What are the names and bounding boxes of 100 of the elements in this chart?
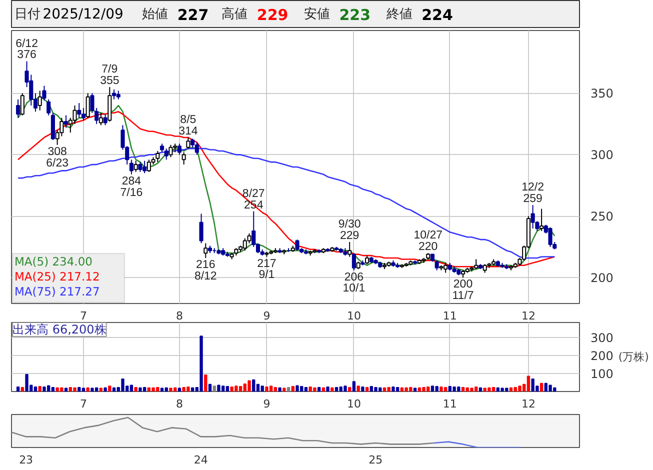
x-tick-label: 10 <box>346 310 361 322</box>
text: 高値 229 <box>222 6 288 24</box>
x-tick-label: 25 <box>368 454 383 466</box>
candlestick <box>86 92 90 118</box>
bar <box>212 386 216 392</box>
x-tick-label: 11 <box>442 310 457 322</box>
bar <box>90 388 94 392</box>
bar <box>526 376 530 392</box>
x-tick-label: 12 <box>521 398 536 410</box>
bar <box>134 387 138 392</box>
bar <box>286 387 290 392</box>
bar <box>322 387 326 392</box>
bar <box>387 387 390 392</box>
bar <box>256 384 260 392</box>
bar <box>25 374 28 392</box>
bar <box>86 387 90 392</box>
bar <box>265 386 268 392</box>
candlestick <box>90 92 94 114</box>
candlestick <box>186 136 190 150</box>
y-tick-label: 250 <box>590 210 614 224</box>
bar <box>304 387 308 392</box>
candlestick <box>134 160 138 172</box>
candlestick <box>540 208 544 232</box>
bar <box>478 387 482 392</box>
candlestick <box>434 260 439 271</box>
candlestick <box>103 114 108 126</box>
annotation: 10/27 220 <box>414 230 443 254</box>
candlestick <box>530 204 535 229</box>
bar <box>121 378 124 392</box>
annotation: 308 6/23 <box>46 146 69 170</box>
annotation: 206 10/1 <box>342 271 366 295</box>
annotation: 284 7/16 <box>120 175 143 199</box>
bar <box>226 386 230 392</box>
bar <box>352 381 356 392</box>
y-tick-label: 200 <box>590 271 614 286</box>
bar <box>470 388 474 392</box>
annotation: 216 8/12 <box>194 259 217 282</box>
annotation: 200 11/7 <box>452 278 474 302</box>
bar <box>344 386 347 392</box>
candlestick <box>352 252 356 271</box>
bar <box>94 387 98 392</box>
candlestick <box>94 107 99 124</box>
bar <box>291 386 294 392</box>
bar <box>444 387 448 392</box>
candlestick <box>16 98 20 118</box>
bar <box>20 387 24 392</box>
annotation: 12/2 259 <box>522 182 544 206</box>
candlestick <box>98 112 103 126</box>
bar <box>73 387 76 392</box>
candlestick <box>182 152 186 166</box>
bar <box>492 387 496 392</box>
candlestick <box>129 159 134 175</box>
bar <box>78 387 81 392</box>
bar <box>152 387 155 392</box>
bar <box>334 387 338 392</box>
candlestick <box>156 150 160 163</box>
bar <box>16 386 20 392</box>
candlestick <box>42 85 46 102</box>
annotation: 出来高 66,200株 <box>12 322 106 336</box>
bar <box>392 386 395 392</box>
x-tick-label: 8 <box>176 310 183 322</box>
bar <box>260 386 264 392</box>
bar <box>42 386 46 392</box>
bar <box>147 387 151 392</box>
bar <box>400 387 404 392</box>
bar <box>178 388 182 392</box>
bar <box>160 388 164 392</box>
x-tick-label: 8 <box>176 398 183 410</box>
candlestick <box>295 239 300 252</box>
x-tick-label: 23 <box>19 454 34 466</box>
bar <box>330 387 334 392</box>
annotation: 217 9/1 <box>257 258 276 282</box>
bar <box>108 386 112 392</box>
candlestick <box>46 98 51 116</box>
bar <box>461 387 465 392</box>
bar <box>435 386 438 392</box>
candlestick <box>168 144 173 158</box>
x-tick-label: 9 <box>263 398 270 410</box>
bar <box>500 388 504 392</box>
y-tick-label: 300 <box>590 331 614 346</box>
bar <box>540 382 544 392</box>
bar <box>269 386 273 392</box>
bar <box>361 386 364 392</box>
text: MA(5) 234.00 <box>14 254 92 268</box>
x-tick-label: 11 <box>442 398 457 410</box>
bar <box>82 388 86 392</box>
bar <box>365 387 369 392</box>
y-tick-label: 200 <box>590 349 614 364</box>
bar <box>452 386 456 392</box>
bar <box>326 386 330 392</box>
x-tick-label: 7 <box>80 398 87 410</box>
bar <box>317 387 321 392</box>
bar <box>382 387 386 392</box>
bar <box>430 386 434 392</box>
y-axis-title: (万株) <box>618 350 649 364</box>
text: MA(75) 217.27 <box>14 284 100 298</box>
candlestick <box>77 102 82 118</box>
bar <box>51 387 55 392</box>
candlestick <box>177 143 182 156</box>
candlestick <box>548 226 552 248</box>
